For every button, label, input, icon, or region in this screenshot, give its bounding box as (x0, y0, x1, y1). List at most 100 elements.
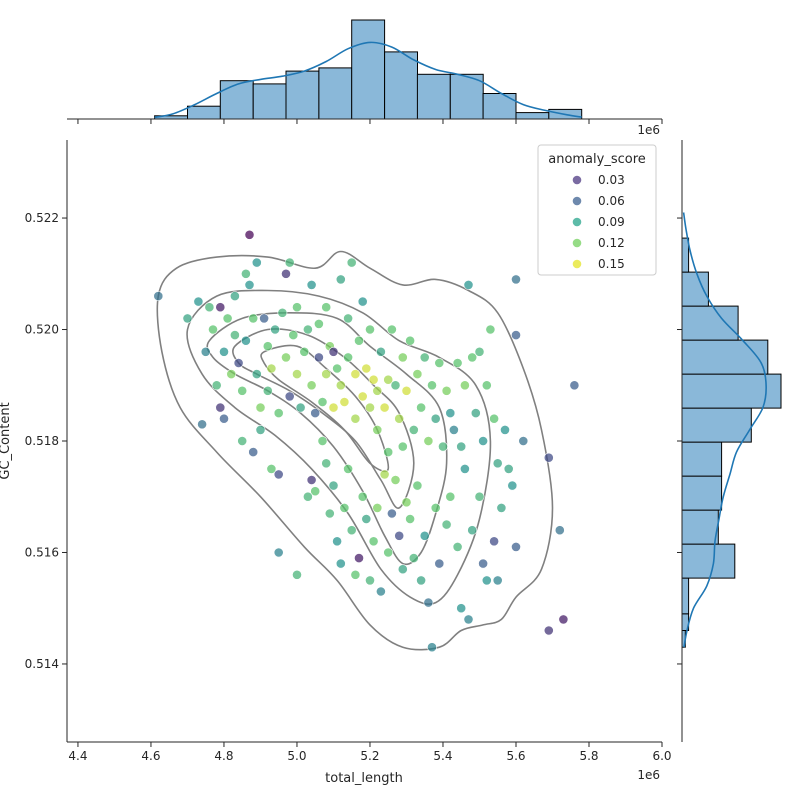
x-tick-label: 5.8 (579, 749, 598, 763)
scatter-point (339, 397, 350, 407)
scatter-point (434, 358, 445, 368)
scatter-points (153, 229, 580, 653)
right-histogram-bar (681, 543, 736, 579)
scatter-point (281, 268, 291, 279)
top-offset-label: 1e6 (637, 123, 660, 137)
scatter-point (354, 553, 364, 563)
scatter-point (500, 424, 510, 435)
scatter-point (419, 352, 430, 363)
scatter-point (240, 268, 251, 279)
scatter-point (478, 558, 488, 569)
scatter-point (229, 291, 240, 301)
scatter-point (357, 296, 368, 307)
legend-label: 0.09 (598, 215, 625, 229)
scatter-point (284, 257, 295, 268)
scatter-point (306, 279, 317, 290)
scatter-point (459, 380, 470, 391)
scatter-point (281, 352, 291, 363)
right-histogram-bar (681, 509, 719, 545)
scatter-point (427, 642, 437, 653)
scatter-point (365, 324, 375, 335)
scatter-point (328, 402, 339, 413)
scatter-point (262, 341, 273, 352)
scatter-point (386, 508, 397, 519)
scatter-point (405, 514, 415, 524)
scatter-point (222, 313, 233, 324)
y-tick-label: 0.518 (25, 434, 59, 448)
scatter-point (255, 424, 266, 435)
scatter-point (394, 530, 405, 541)
scatter-point (452, 358, 463, 368)
scatter-point (292, 302, 302, 313)
scatter-point (357, 391, 368, 402)
top-histogram-bar (252, 83, 287, 120)
legend-marker (572, 217, 582, 227)
scatter-point (467, 525, 478, 536)
right-marginal-histogram (681, 212, 782, 648)
scatter-point (313, 352, 324, 363)
scatter-point (379, 402, 390, 413)
scatter-point (478, 436, 488, 446)
scatter-point (200, 346, 211, 357)
main-plot-area (153, 229, 580, 653)
scatter-point (237, 436, 248, 446)
scatter-point (474, 346, 485, 357)
scatter-point (390, 475, 401, 485)
scatter-point (386, 324, 397, 335)
top-histogram-bar (187, 105, 221, 120)
scatter-point (394, 413, 405, 424)
scatter-point (273, 469, 284, 480)
scatter-point (211, 380, 222, 391)
scatter-point (445, 491, 456, 502)
scatter-point (310, 408, 321, 418)
scatter-point (328, 480, 339, 491)
legend-label: 0.12 (598, 236, 625, 250)
y-tick-label: 0.514 (25, 657, 59, 671)
scatter-point (375, 346, 386, 357)
top-histogram-bar (384, 51, 419, 120)
legend-marker (572, 196, 582, 206)
legend-frame (537, 144, 657, 276)
scatter-point (434, 558, 445, 569)
legend-label: 0.15 (598, 257, 625, 271)
scatter-point (248, 447, 259, 457)
right-kde-line (682, 212, 767, 648)
legend-marker (572, 259, 582, 269)
scatter-point (463, 614, 474, 625)
scatter-point (543, 625, 554, 636)
scatter-point (361, 363, 372, 374)
x-tick-label: 4.8 (214, 749, 233, 763)
x-tick-label: 4.4 (68, 749, 87, 763)
scatter-point (397, 352, 408, 363)
x-axis-label: total_length (325, 771, 403, 786)
scatter-point (350, 569, 361, 580)
right-marginal-axis (677, 140, 683, 742)
top-histogram-bar (515, 112, 550, 120)
scatter-point (405, 335, 415, 346)
top-marginal-axis (67, 118, 663, 124)
legend-marker (572, 175, 582, 185)
scatter-point (441, 519, 452, 530)
scatter-point (372, 424, 383, 435)
scatter-point (518, 436, 529, 446)
right-histogram-bar (681, 339, 769, 375)
right-histogram-bar (681, 271, 709, 307)
scatter-point (485, 324, 496, 335)
scatter-point (492, 458, 503, 469)
scatter-point (328, 346, 339, 357)
kde-contour-2 (186, 289, 492, 605)
scatter-point (361, 514, 372, 524)
scatter-point (368, 536, 379, 547)
right-histogram-bar (681, 407, 752, 443)
scatter-point (306, 475, 317, 485)
scatter-point (343, 352, 353, 363)
legend-label: 0.03 (598, 173, 625, 187)
scatter-point (332, 536, 342, 547)
scatter-point (292, 369, 302, 379)
scatter-point (412, 369, 423, 379)
scatter-point (511, 330, 521, 340)
scatter-point (215, 302, 226, 313)
kde-contour-5 (260, 344, 390, 473)
scatter-point (219, 346, 229, 357)
